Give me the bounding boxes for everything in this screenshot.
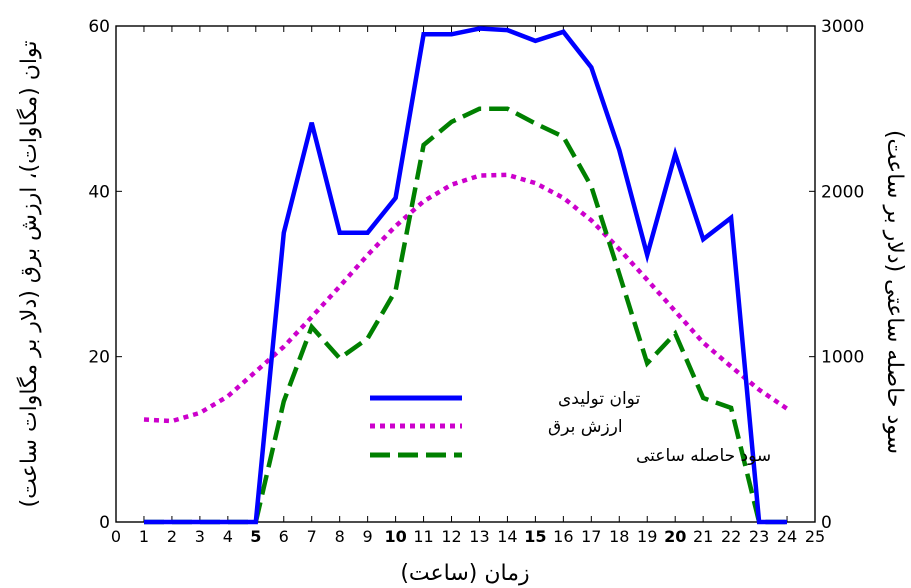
- x-tick-label: 23: [749, 527, 769, 546]
- x-tick-label: 24: [777, 527, 797, 546]
- x-tick-label: 3: [195, 527, 205, 546]
- legend-label-profit: سود حاصله ساعتی: [636, 446, 771, 466]
- y-right-tick-label: 0: [821, 513, 832, 533]
- x-tick-label: 1: [139, 527, 149, 546]
- x-tick-label: 13: [469, 527, 489, 546]
- x-tick-label: 17: [581, 527, 601, 546]
- series-layer: [143, 26, 789, 525]
- x-tick-label: 11: [413, 527, 433, 546]
- y-left-tick-label: 20: [88, 348, 110, 368]
- x-tick-label: 21: [693, 527, 713, 546]
- x-tick-label: 18: [609, 527, 629, 546]
- x-tick-label: 12: [441, 527, 461, 546]
- x-tick-label: 10: [384, 527, 406, 546]
- y-left-tick-label: 40: [88, 182, 110, 202]
- x-tick-label: 15: [524, 527, 546, 546]
- y-axis-right-title: سود حاصله ساعتی (دلار بر ساعت): [882, 130, 907, 454]
- series-line-1: [144, 26, 787, 525]
- y-left-tick-label: 60: [88, 17, 110, 37]
- series-line-3: [144, 106, 787, 525]
- x-tick-label: 25: [805, 527, 825, 546]
- legend-label-price: ارزش برق: [548, 417, 623, 437]
- x-tick-label: 22: [721, 527, 741, 546]
- x-tick-label: 9: [363, 527, 373, 546]
- x-tick-label: 14: [497, 527, 517, 546]
- series-line-2: [143, 172, 789, 424]
- x-tick-label: 4: [223, 527, 233, 546]
- x-tick-label: 0: [111, 527, 121, 546]
- x-tick-label: 16: [553, 527, 573, 546]
- x-tick-label: 20: [664, 527, 686, 546]
- x-tick-label: 5: [250, 527, 261, 546]
- y-right-tick-label: 3000: [821, 17, 864, 37]
- x-tick-label: 2: [167, 527, 177, 546]
- y-right-tick-label: 1000: [821, 348, 864, 368]
- ticks-layer: 0 1 2 3 4 5 6 7 8 9 10 11 12 13 14 15 16 17 18 19 20 21 22 23 24…: [88, 17, 864, 546]
- legend: توان تولیدی ارزش برق سود حاصله ساعتی: [370, 389, 771, 466]
- x-tick-label: 19: [637, 527, 657, 546]
- y-left-tick-label: 0: [99, 513, 110, 533]
- y-right-tick-label: 2000: [821, 182, 864, 202]
- legend-label-power: توان تولیدی: [558, 389, 640, 409]
- x-tick-label: 6: [279, 527, 289, 546]
- y-axis-left-title: توان (مگاوات)، ارزش برق (دلار بر مگاوات …: [16, 41, 42, 508]
- x-axis-title: زمان (ساعت): [400, 561, 529, 586]
- x-tick-label: 7: [307, 527, 317, 546]
- plot-frame: [115, 25, 816, 523]
- x-tick-label: 8: [335, 527, 345, 546]
